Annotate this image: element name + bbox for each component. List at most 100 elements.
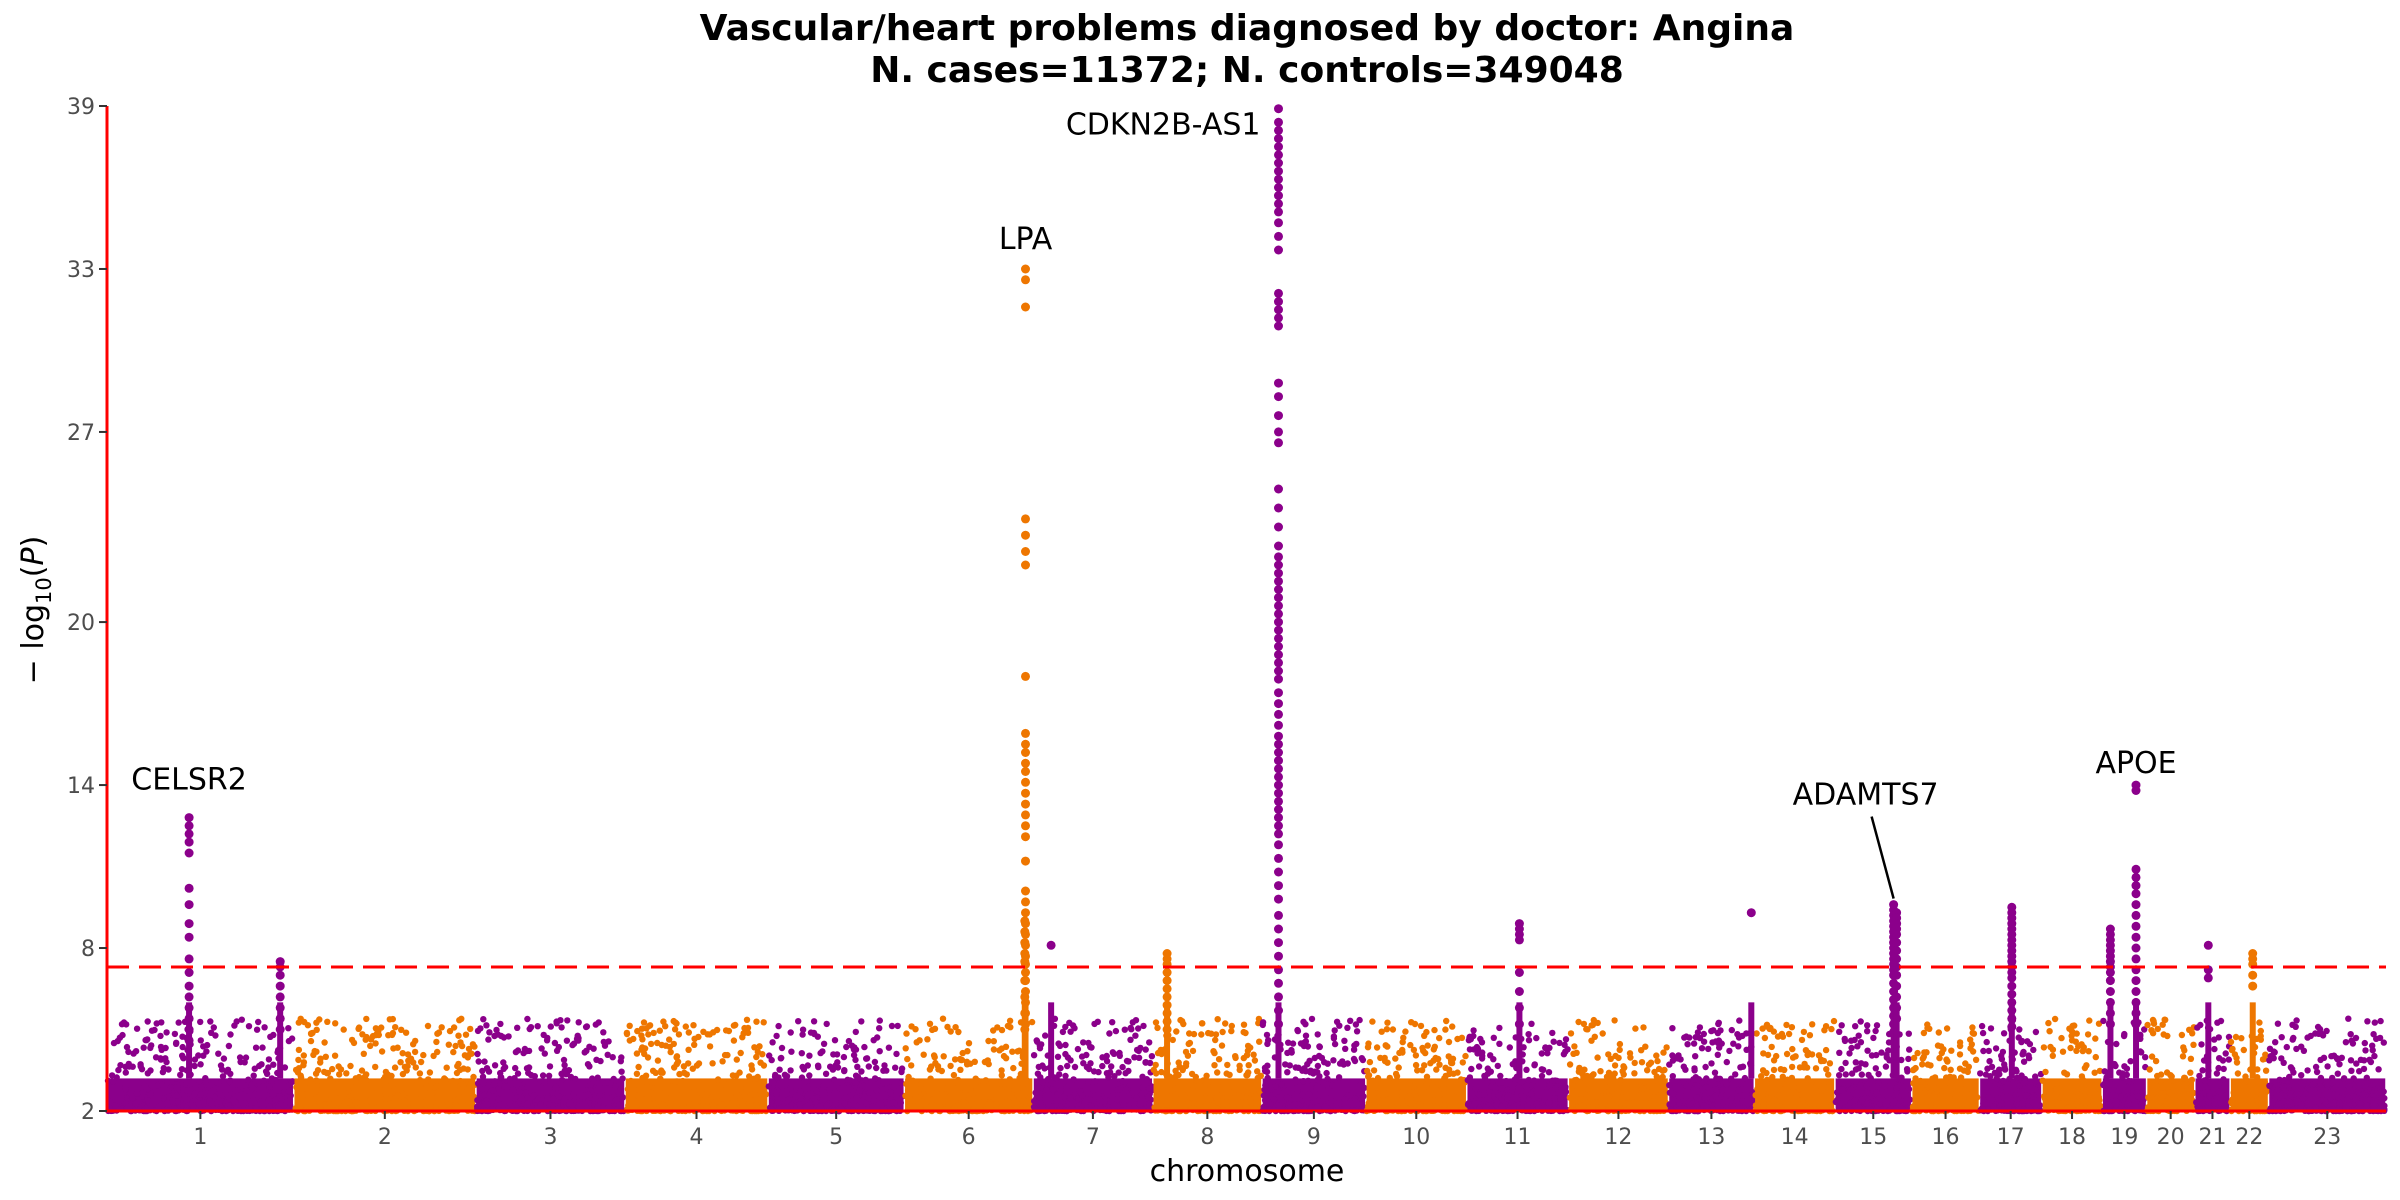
- peak-point: [184, 992, 194, 1002]
- snp-point: [598, 1078, 606, 1086]
- snp-point: [1575, 1018, 1582, 1026]
- snp-point: [870, 1097, 878, 1105]
- snp-point: [672, 1078, 679, 1085]
- snp-point: [604, 1051, 611, 1059]
- snp-point: [2286, 1073, 2293, 1081]
- snp-point: [263, 1070, 271, 1078]
- snp-point: [427, 1102, 434, 1110]
- snp-point: [1475, 1063, 1483, 1070]
- snp-point: [2293, 1090, 2301, 1097]
- snp-point: [456, 1017, 463, 1024]
- snp-point: [2333, 1055, 2340, 1062]
- snp-point: [1760, 1100, 1768, 1108]
- snp-point: [2309, 1081, 2317, 1088]
- snp-point: [173, 1092, 180, 1099]
- snp-point: [1758, 1073, 1765, 1080]
- snp-point: [1020, 1091, 1027, 1098]
- snp-point: [1169, 1036, 1177, 1044]
- snp-point: [1643, 1099, 1650, 1106]
- snp-point: [944, 1023, 951, 1031]
- snp-point: [129, 1095, 136, 1102]
- snp-point: [850, 1100, 857, 1108]
- snp-point: [1540, 1066, 1547, 1074]
- snp-point: [490, 1081, 498, 1088]
- snp-point: [806, 1072, 813, 1079]
- snp-point: [1800, 1028, 1808, 1036]
- snp-point: [1111, 1073, 1118, 1080]
- snp-point: [285, 1025, 292, 1032]
- snp-point: [639, 1074, 646, 1082]
- snp-point: [1091, 1078, 1099, 1085]
- snp-point: [2288, 1065, 2296, 1073]
- snp-point: [297, 1072, 304, 1079]
- snp-point: [2138, 1099, 2146, 1107]
- snp-point: [1768, 1043, 1775, 1051]
- snp-point: [1520, 1093, 1527, 1101]
- snp-point: [1496, 1040, 1503, 1048]
- snp-point: [1341, 1096, 1349, 1103]
- snp-point: [2198, 1041, 2205, 1048]
- snp-point: [1242, 1099, 1250, 1106]
- snp-point: [321, 1039, 328, 1046]
- snp-point: [1467, 1036, 1475, 1043]
- snp-point: [538, 1045, 545, 1052]
- snp-point: [1905, 1055, 1912, 1063]
- snp-point: [1980, 1100, 1987, 1107]
- snp-point: [408, 1080, 415, 1088]
- snp-point: [2096, 1097, 2103, 1104]
- snp-point: [373, 1084, 380, 1091]
- snp-point: [932, 1059, 939, 1067]
- snp-point: [1717, 1027, 1724, 1034]
- snp-point: [1103, 1090, 1111, 1098]
- chromosome-points-10: [1363, 1017, 1469, 1115]
- snp-point: [1690, 1086, 1698, 1094]
- snp-point: [1056, 1071, 1063, 1078]
- snp-point: [967, 1060, 974, 1067]
- peak-point: [1021, 264, 1030, 274]
- snp-point: [300, 1052, 307, 1059]
- snp-point: [1669, 1052, 1676, 1059]
- snp-point: [433, 1082, 441, 1090]
- snp-point: [1471, 1100, 1479, 1107]
- snp-point: [1055, 1040, 1062, 1047]
- snp-point: [847, 1092, 855, 1099]
- snp-point: [2355, 1087, 2362, 1094]
- snp-point: [2324, 1063, 2331, 1070]
- snp-point: [2144, 1021, 2151, 1029]
- snp-point: [2031, 1079, 2038, 1086]
- snp-point: [639, 1102, 646, 1110]
- snp-point: [1071, 1025, 1078, 1032]
- snp-point: [1852, 1066, 1860, 1073]
- snp-point: [505, 1033, 512, 1040]
- snp-point: [1588, 1037, 1595, 1044]
- snp-point: [2380, 1088, 2387, 1095]
- snp-point: [1344, 1024, 1351, 1032]
- snp-point: [2112, 1062, 2119, 1070]
- snp-point: [2053, 1080, 2061, 1087]
- snp-point: [1182, 1062, 1190, 1070]
- peak-point: [1274, 191, 1283, 201]
- snp-point: [1847, 1037, 1855, 1044]
- snp-point: [1895, 1093, 1902, 1100]
- peak-point: [1274, 125, 1283, 135]
- snp-point: [1353, 1040, 1360, 1048]
- snp-point: [634, 1027, 641, 1035]
- snp-point: [1848, 1070, 1856, 1077]
- snp-point: [2187, 1055, 2195, 1063]
- snp-point: [132, 1048, 140, 1055]
- snp-point: [333, 1080, 341, 1088]
- snp-point: [2151, 1088, 2159, 1095]
- snp-point: [1315, 1097, 1322, 1104]
- snp-point: [272, 1096, 279, 1103]
- snp-point: [1794, 1099, 1801, 1107]
- snp-point: [1640, 1024, 1647, 1031]
- snp-point: [609, 1054, 616, 1061]
- peak-point: [1021, 671, 1030, 681]
- snp-point: [1482, 1104, 1490, 1112]
- snp-point: [1106, 1030, 1113, 1037]
- snp-point: [1314, 1062, 1322, 1070]
- snp-point: [1198, 1031, 1205, 1038]
- snp-point: [1836, 1072, 1843, 1079]
- snp-point: [2149, 1016, 2157, 1024]
- snp-point: [474, 1050, 481, 1058]
